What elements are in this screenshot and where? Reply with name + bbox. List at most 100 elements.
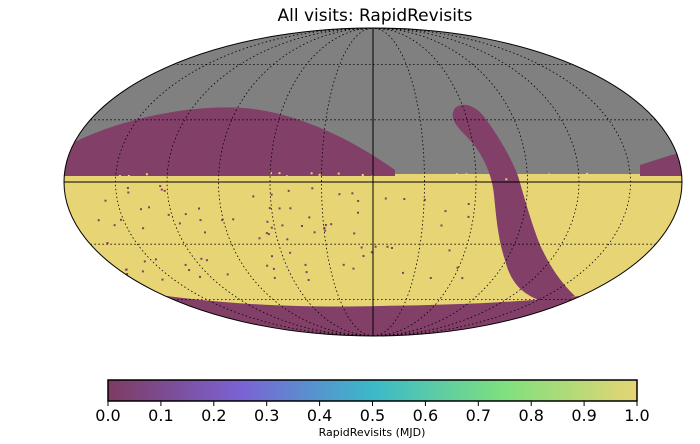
colorbar-tick-label: 1.0 bbox=[624, 406, 649, 425]
speckle-pixel bbox=[208, 176, 211, 179]
meridian-line bbox=[372, 28, 528, 336]
speckle-pixel bbox=[120, 218, 122, 221]
north-arc-region bbox=[64, 107, 395, 176]
colorbar-tick-label: 0.7 bbox=[466, 406, 491, 425]
speckle-pixel bbox=[142, 227, 145, 230]
colorbar-tick-label: 0.1 bbox=[148, 406, 173, 425]
galactic-plane-band bbox=[452, 104, 575, 302]
speckle-pixel bbox=[159, 185, 162, 188]
speckle-pixel bbox=[384, 197, 387, 200]
speckle-pixel bbox=[402, 271, 404, 274]
speckle-pixel bbox=[113, 224, 116, 227]
speckle-pixel bbox=[225, 177, 228, 180]
speckle-pixel bbox=[360, 246, 363, 249]
speckle-pixel bbox=[270, 172, 272, 175]
speckle-pixel bbox=[278, 172, 281, 175]
speckle-pixel bbox=[391, 247, 393, 249]
speckle-pixel bbox=[132, 177, 135, 180]
speckle-pixel bbox=[232, 218, 235, 221]
speckle-pixel bbox=[352, 267, 355, 270]
meridian-line bbox=[321, 28, 374, 336]
speckle-pixel bbox=[337, 172, 340, 175]
colorbar-tick-label: 0.2 bbox=[201, 406, 226, 425]
speckle-pixel bbox=[386, 245, 389, 248]
speckle-pixel bbox=[324, 229, 327, 232]
speckle-pixel bbox=[143, 260, 146, 263]
speckle-pixel bbox=[270, 193, 273, 196]
speckle-pixel bbox=[318, 173, 321, 176]
speckle-pixel bbox=[505, 178, 508, 181]
speckle-pixel bbox=[374, 245, 377, 248]
speckle-pixel bbox=[346, 176, 349, 179]
speckle-pixel bbox=[200, 257, 203, 260]
speckle-pixel bbox=[266, 220, 269, 223]
speckle-pixel bbox=[271, 255, 273, 258]
speckle-pixel bbox=[273, 276, 276, 279]
speckle-pixel bbox=[272, 267, 275, 270]
meridian-line bbox=[218, 28, 374, 336]
speckle-pixel bbox=[199, 177, 202, 180]
speckle-pixel bbox=[305, 271, 308, 274]
speckle-pixel bbox=[342, 263, 345, 266]
speckle-pixel bbox=[456, 266, 459, 269]
colorbar-label: RapidRevisits (MJD) bbox=[319, 426, 426, 439]
speckle-pixel bbox=[452, 175, 455, 178]
speckle-pixel bbox=[199, 219, 202, 222]
speckle-pixel bbox=[221, 219, 224, 221]
speckle-pixel bbox=[618, 176, 621, 179]
colorbar-tick-label: 0.6 bbox=[413, 406, 438, 425]
speckle-pixel bbox=[188, 269, 191, 271]
colorbar: 0.0 0.1 0.2 0.3 0.4 0.5 0.6 0.7 0.8 0.9 1.0 RapidR… bbox=[95, 379, 650, 439]
colorbar-tick-label: 0.5 bbox=[360, 406, 385, 425]
speckle-pixel bbox=[266, 264, 269, 267]
speckle-pixel bbox=[145, 173, 148, 176]
speckle-pixel bbox=[625, 176, 628, 179]
speckle-pixel bbox=[311, 187, 314, 190]
sky-map bbox=[63, 27, 683, 337]
speckle-pixel bbox=[352, 179, 355, 182]
speckle-pixel bbox=[307, 279, 310, 281]
speckle-pixel bbox=[444, 210, 447, 213]
speckle-pixel bbox=[140, 208, 142, 211]
speckle-pixel bbox=[423, 198, 426, 201]
colorbar-tick-label: 0.3 bbox=[254, 406, 279, 425]
speckle-pixel bbox=[178, 222, 181, 225]
chart-title: All visits: RapidRevisits bbox=[277, 6, 472, 26]
speckle-pixel bbox=[119, 175, 121, 178]
speckle-pixel bbox=[324, 224, 327, 226]
speckle-pixel bbox=[371, 175, 374, 178]
speckle-pixel bbox=[106, 242, 109, 244]
speckle-pixel bbox=[205, 259, 208, 262]
speckle-pixel bbox=[127, 191, 130, 194]
speckle-pixel bbox=[126, 187, 129, 189]
colorbar-ticks: 0.0 0.1 0.2 0.3 0.4 0.5 0.6 0.7 0.8 0.9 1.0 bbox=[95, 401, 650, 425]
colorbar-gradient bbox=[107, 379, 638, 402]
speckle-pixel bbox=[357, 211, 359, 214]
speckle-pixel bbox=[161, 278, 164, 281]
speckle-pixel bbox=[264, 179, 267, 182]
speckle-pixel bbox=[304, 263, 307, 266]
speckle-pixel bbox=[148, 206, 150, 209]
speckle-pixel bbox=[141, 270, 144, 273]
speckle-pixel bbox=[252, 195, 255, 198]
speckle-pixel bbox=[154, 258, 157, 261]
colorbar-tick-label: 0.0 bbox=[95, 406, 120, 425]
speckle-pixel bbox=[97, 219, 100, 222]
speckle-pixel bbox=[361, 174, 364, 176]
speckle-pixel bbox=[313, 231, 316, 234]
speckle-pixel bbox=[582, 176, 585, 179]
speckle-pixel bbox=[310, 172, 313, 175]
speckle-pixel bbox=[199, 275, 201, 278]
speckle-pixel bbox=[198, 207, 200, 210]
speckle-pixel bbox=[362, 255, 365, 257]
speckle-pixel bbox=[281, 224, 284, 227]
speckle-pixel bbox=[258, 237, 261, 240]
speckle-pixel bbox=[357, 200, 360, 202]
speckle-pixel bbox=[267, 233, 270, 236]
speckle-pixel bbox=[278, 207, 281, 210]
speckle-pixel bbox=[461, 277, 464, 280]
speckle-pixel bbox=[338, 193, 341, 196]
speckle-pixel bbox=[125, 268, 128, 271]
speckle-pixel bbox=[167, 213, 170, 216]
